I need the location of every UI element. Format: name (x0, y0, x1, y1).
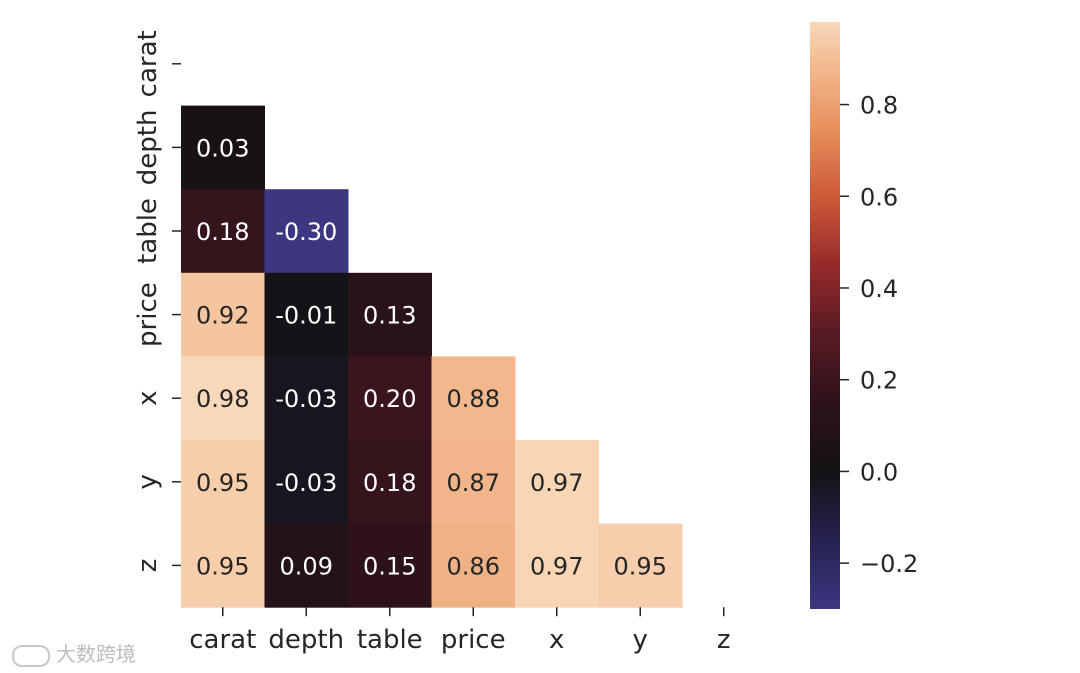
heatmap-cell-z-carat (181, 523, 265, 608)
y-tick-label-table: table (133, 198, 163, 264)
x-tick-label-table: table (357, 625, 423, 655)
cell-label-x-price: 0.88 (447, 385, 500, 413)
cell-label-y-price: 0.87 (447, 469, 500, 497)
heatmap-cell-y-table (348, 440, 432, 525)
y-tick-label-depth: depth (133, 110, 163, 186)
heatmap-cell-z-y (598, 523, 683, 608)
cell-label-z-table: 0.15 (363, 552, 416, 580)
cell-label-y-x: 0.97 (530, 469, 583, 497)
colorbar-tick-label-0: 0.8 (860, 92, 898, 120)
y-tick-label-price: price (133, 282, 163, 347)
heatmap-cell-x-depth (264, 356, 349, 441)
x-tick-label-price: price (441, 625, 506, 655)
cell-label-z-carat: 0.95 (196, 552, 249, 580)
heatmap-cell-z-table (348, 523, 432, 608)
heatmap-cell-depth-carat (181, 105, 265, 190)
heatmap-cell-y-price (431, 440, 516, 525)
heatmap-cell-price-carat (181, 272, 265, 357)
y-tick-label-carat: carat (133, 30, 163, 97)
heatmap-cell-price-depth (264, 272, 349, 357)
heatmap-cell-y-carat (181, 440, 265, 525)
x-tick-label-y: y (633, 625, 648, 655)
heatmap-cell-table-carat (181, 189, 265, 274)
cell-label-y-table: 0.18 (363, 469, 416, 497)
cell-label-z-depth: 0.09 (280, 552, 333, 580)
colorbar-tick-label-3: 0.2 (860, 367, 898, 395)
colorbar-tick-label-2: 0.4 (860, 275, 898, 303)
colorbar-gradient (810, 22, 840, 609)
x-axis: carat depth table price x y z (189, 607, 731, 655)
heatmap-cell-y-x (515, 440, 599, 525)
cell-label-x-carat: 0.98 (196, 385, 249, 413)
colorbar-ticks: 0.8 0.6 0.4 0.2 0.0 −0.2 (840, 92, 918, 578)
cell-label-price-table: 0.13 (363, 302, 416, 330)
cell-label-x-depth: -0.03 (275, 385, 337, 413)
colorbar: 0.8 0.6 0.4 0.2 0.0 −0.2 (810, 22, 918, 609)
heatmap-cell-z-price (431, 523, 516, 608)
heatmap-cell-table-depth (264, 189, 349, 274)
heatmap-cell-x-carat (181, 356, 265, 441)
y-tick-label-y: y (133, 474, 163, 489)
colorbar-tick-label-4: 0.0 (860, 458, 898, 486)
heatmap-cell-price-table (348, 272, 432, 357)
heatmap-cell-x-price (431, 356, 516, 441)
watermark-logo-icon (12, 644, 50, 667)
heatmap-cell-z-depth (264, 523, 349, 608)
cell-label-table-carat: 0.18 (196, 218, 249, 246)
heatmap-cell-z-x (515, 523, 599, 608)
cell-label-depth-carat: 0.03 (196, 134, 249, 162)
colorbar-tick-label-5: −0.2 (860, 550, 918, 578)
y-tick-label-x: x (133, 391, 163, 406)
cell-label-y-carat: 0.95 (196, 469, 249, 497)
x-tick-label-x: x (549, 625, 564, 655)
heatmap-cell-x-table (348, 356, 432, 441)
y-tick-label-z: z (133, 559, 163, 573)
x-tick-label-z: z (717, 625, 731, 655)
watermark-text: 大数跨境 (56, 642, 136, 666)
heatmap-cells: 0.03 0.18 -0.30 0.92 -0.01 0.13 0.98 -0.03 0.20 0… (181, 105, 683, 608)
cell-label-price-depth: -0.01 (275, 302, 337, 330)
cell-label-price-carat: 0.92 (196, 302, 249, 330)
cell-label-z-y: 0.95 (614, 552, 667, 580)
cell-label-y-depth: -0.03 (275, 469, 337, 497)
colorbar-tick-label-1: 0.6 (860, 183, 898, 211)
y-axis: carat depth table price x y z (133, 30, 181, 572)
cell-label-x-table: 0.20 (363, 385, 416, 413)
cell-label-table-depth: -0.30 (275, 218, 337, 246)
x-tick-label-carat: carat (189, 625, 256, 655)
watermark: 大数跨境 (12, 638, 136, 667)
cell-label-z-x: 0.97 (530, 552, 583, 580)
heatmap-cell-y-depth (264, 440, 349, 525)
cell-label-z-price: 0.86 (447, 552, 500, 580)
x-tick-label-depth: depth (268, 625, 344, 655)
